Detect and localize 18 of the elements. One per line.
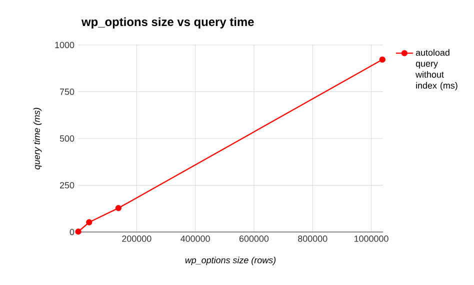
y-tick-label: 250 bbox=[60, 182, 74, 188]
y-tick-label: 500 bbox=[60, 135, 74, 142]
x-tick-label: 1000000 bbox=[354, 236, 388, 242]
x-tick-label: 400000 bbox=[180, 236, 210, 242]
y-tick-label: 0 bbox=[70, 228, 74, 236]
x-tick-label: 600000 bbox=[239, 236, 269, 242]
x-tick-label: 200000 bbox=[122, 236, 152, 242]
y-tick-label: 750 bbox=[60, 88, 74, 95]
point bbox=[115, 204, 122, 212]
y-tick-label: 1000 bbox=[55, 42, 74, 48]
point bbox=[86, 219, 92, 226]
chart-title: wp_options size vs query time bbox=[81, 17, 254, 28]
point bbox=[75, 228, 82, 235]
y-axis-title: query time (ms) bbox=[33, 108, 42, 170]
x-axis-title: wp_options size (rows) bbox=[185, 256, 276, 266]
legend-label: autoload query without index (ms) bbox=[416, 49, 458, 90]
point bbox=[379, 56, 386, 63]
x-tick-label: 800000 bbox=[298, 236, 328, 242]
